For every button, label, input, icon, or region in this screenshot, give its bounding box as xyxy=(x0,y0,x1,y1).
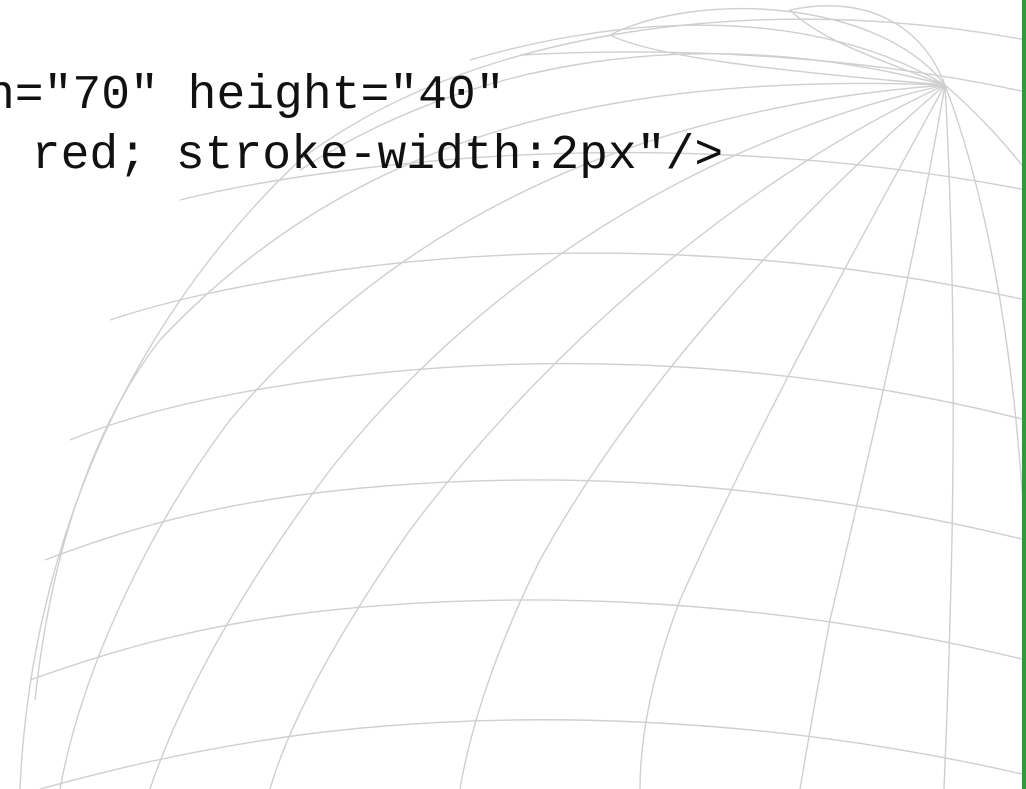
right-edge-accent-bar xyxy=(1022,0,1026,789)
code-snippet: n="70" height="40" red; stroke-width:2px… xyxy=(0,66,723,186)
code-line: n="70" height="40" xyxy=(0,69,505,123)
code-line: red; stroke-width:2px"/> xyxy=(3,129,724,183)
